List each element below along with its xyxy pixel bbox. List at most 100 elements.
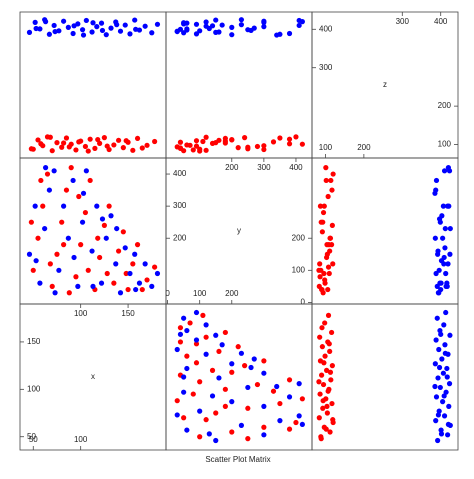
point [83,17,89,24]
point [316,267,322,273]
point [229,361,235,367]
point [293,419,299,426]
point [174,412,180,418]
point [432,361,438,367]
point [42,19,49,25]
point [144,277,150,283]
point [442,245,448,251]
point [94,203,100,209]
point [181,315,187,321]
point [435,375,441,381]
point [329,400,335,407]
point [127,31,133,37]
point [38,177,44,184]
point [122,245,128,251]
point [190,147,196,153]
point [33,258,39,264]
tick-label: 100 [74,435,88,444]
point [78,242,84,248]
point [203,147,209,153]
point [203,417,209,423]
point [274,383,280,390]
point [114,22,120,28]
point [89,29,95,35]
point [59,144,65,150]
point [130,261,136,267]
point [184,353,190,359]
point [177,339,184,345]
point [286,30,293,37]
point [76,193,82,200]
point [187,142,193,148]
point [32,19,38,25]
point [324,403,330,409]
point [177,145,184,151]
point [30,267,36,273]
tick-label: 100 [319,143,333,152]
point [117,290,124,296]
point [261,146,267,153]
point [323,426,329,432]
point [440,235,446,241]
point [216,137,222,143]
point [438,431,445,437]
point [203,322,209,328]
point [442,225,448,232]
point [197,434,203,440]
point [446,203,452,209]
point [222,329,228,336]
point [209,367,216,373]
point [61,242,67,248]
point [65,24,71,30]
point [325,388,331,394]
point [229,24,235,30]
point [325,286,331,293]
point [437,384,443,391]
point [94,24,100,30]
point [177,26,184,32]
point [130,147,136,153]
point [444,374,450,380]
point [54,140,60,146]
point [133,286,139,293]
tick-label: 400 [173,169,187,178]
point [209,140,216,146]
tick-label: 100 [438,140,452,149]
point [316,415,322,421]
point [216,348,222,355]
point [70,177,76,184]
point [127,270,133,277]
point [200,312,206,318]
point [177,325,184,331]
point [203,19,209,25]
point [261,18,267,24]
point [193,360,200,366]
point [324,410,330,416]
point [286,394,293,400]
point [440,203,446,209]
point [261,403,267,409]
point [261,424,267,430]
point [432,383,438,390]
point [103,32,109,38]
point [213,332,219,338]
point [89,248,95,254]
point [26,251,33,257]
point [32,203,38,209]
point [270,139,277,145]
tick-label: 150 [121,309,135,318]
point [319,372,325,378]
point [90,283,96,289]
point [203,334,209,340]
point [90,20,96,26]
point [286,426,293,432]
point [442,350,448,356]
point [441,254,447,261]
point [327,235,334,241]
point [434,283,440,289]
point [139,286,145,293]
point [38,141,44,147]
point [95,136,101,143]
point [174,346,180,353]
